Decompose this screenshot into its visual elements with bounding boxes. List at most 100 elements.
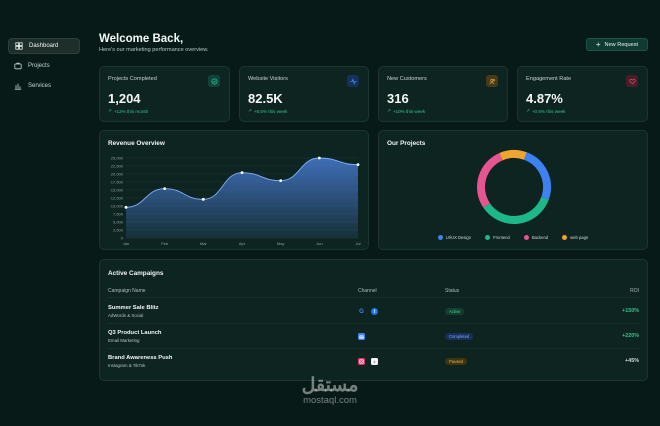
stat-value: 1,204: [108, 91, 141, 106]
column-header-channel[interactable]: Channel: [358, 288, 377, 294]
page-subtitle: Here's our marketing performance overvie…: [99, 47, 209, 53]
our-projects-panel: Our Projects UI/UX Design Frontend Backend…: [378, 130, 648, 250]
revenue-point[interactable]: [201, 197, 205, 201]
dashboard-icon: [15, 42, 23, 50]
sidebar-item-label: Projects: [28, 63, 50, 69]
revenue-area-chart: 0 2,500 5,000 7,500 10,000 12,500 15,000 17,500…: [111, 156, 361, 247]
stat-value: 4.87%: [526, 91, 563, 106]
y-tick-label: 12,500: [111, 196, 124, 201]
y-tick-label: 10,000: [111, 204, 124, 209]
campaign-channels-text: Email Marketing: [108, 338, 140, 343]
divider: [108, 348, 639, 349]
divider: [108, 323, 639, 324]
x-tick-label: Mar: [200, 241, 208, 246]
stat-title: New Customers: [387, 76, 427, 82]
new-request-label: New Request: [604, 41, 639, 48]
donut-slice-web-page[interactable]: [499, 150, 527, 161]
revenue-point[interactable]: [279, 179, 283, 183]
trend-up-icon: ↗: [387, 108, 391, 113]
sidebar-item-dashboard[interactable]: Dashboard: [8, 38, 80, 54]
legend-swatch: [437, 235, 443, 240]
stat-card-projects-completed: Projects Completed 1,204 ↗ +12% this mont…: [99, 66, 230, 122]
y-tick-label: 0: [121, 236, 124, 241]
y-tick-label: 7,500: [113, 212, 124, 217]
pulse-icon: [347, 75, 359, 87]
stat-value: 316: [387, 91, 409, 106]
trend-up-icon: ↗: [248, 108, 252, 113]
status-badge: Active: [445, 308, 465, 315]
legend-label: Backend: [531, 235, 549, 240]
trend-up-icon: ↗: [526, 108, 530, 113]
revenue-point[interactable]: [240, 171, 244, 175]
legend-item[interactable]: web page: [562, 235, 588, 240]
watermark-arabic: مستقل: [301, 375, 359, 396]
watermark-latin: mostaql.com: [303, 395, 357, 406]
legend-label: UI/UX Design: [445, 235, 472, 240]
legend-swatch: [523, 235, 529, 240]
legend-swatch: [562, 235, 568, 240]
campaign-name: Q3 Product Launch: [108, 330, 162, 336]
stat-change: ↗ +0.5% this week: [526, 108, 566, 114]
revenue-area-fill: [126, 158, 358, 238]
campaign-name: Brand Awareness Push: [108, 355, 173, 361]
y-tick-label: 17,500: [111, 180, 124, 185]
revenue-point[interactable]: [124, 205, 128, 209]
roi-value: +220%: [622, 333, 639, 339]
y-tick-label: 25,000: [111, 156, 124, 161]
sidebar: Dashboard Projects Services: [0, 0, 86, 426]
divider: [108, 297, 639, 298]
stat-card-new-customers: New Customers 316 ↗ +10% this week: [378, 66, 508, 122]
y-tick-label: 5,000: [113, 220, 124, 225]
instagram-icon: [358, 358, 365, 365]
column-header-status[interactable]: Status: [445, 288, 460, 294]
legend-item[interactable]: UI/UX Design: [437, 235, 472, 240]
projects-icon: [14, 62, 22, 70]
services-icon: [14, 83, 22, 90]
donut-slice-ui-ux-design[interactable]: [523, 152, 551, 200]
sidebar-item-services[interactable]: Services: [8, 78, 80, 94]
check-circle-icon: [208, 75, 220, 87]
stat-change: ↗ +12% this month: [108, 108, 149, 114]
projects-donut-chart: [477, 150, 551, 224]
legend-swatch: [485, 235, 491, 240]
x-tick-label: Jan: [123, 241, 129, 246]
watermark: مستقل mostaql.com: [288, 376, 372, 406]
revenue-point[interactable]: [163, 187, 167, 191]
projects-legend: UI/UX Design Frontend Backend web page: [379, 235, 647, 240]
sidebar-item-label: Services: [28, 83, 52, 89]
column-header-roi[interactable]: ROI: [630, 288, 639, 294]
new-request-button[interactable]: + New Request: [586, 38, 648, 51]
legend-item[interactable]: Backend: [523, 235, 549, 240]
status-badge: Completed: [445, 333, 474, 340]
stat-value: 82.5K: [248, 91, 283, 106]
revenue-point[interactable]: [356, 163, 360, 167]
stat-card-website-visitors: Website Visitors 82.5K ↗ +8.5% this week: [239, 66, 369, 122]
stat-title: Website Visitors: [248, 76, 288, 82]
revenue-point[interactable]: [317, 156, 321, 160]
legend-item[interactable]: Frontend: [485, 235, 510, 240]
plus-icon: +: [595, 39, 601, 49]
sidebar-item-label: Dashboard: [29, 43, 59, 49]
heart-icon: [626, 75, 638, 87]
channel-icons: G f: [358, 308, 378, 315]
google-icon: G: [358, 308, 365, 315]
y-tick-label: 15,000: [111, 188, 124, 193]
column-header-name[interactable]: Campaign Name: [108, 288, 146, 294]
donut-slice-frontend[interactable]: [483, 196, 549, 224]
status-badge: Paused: [445, 358, 468, 365]
x-tick-label: Jun: [316, 241, 322, 246]
donut-slice-backend[interactable]: [477, 152, 503, 208]
email-icon: [358, 333, 365, 340]
sidebar-item-projects[interactable]: Projects: [8, 58, 80, 74]
revenue-overview-panel: Revenue Overview 0 2,500 5,000 7,500 10,000 1…: [99, 130, 369, 250]
stat-card-engagement-rate: Engagement Rate 4.87% ↗ +0.5% this week: [517, 66, 648, 122]
x-tick-label: Jul: [355, 241, 360, 246]
campaigns-title: Active Campaigns: [108, 270, 164, 277]
x-tick-label: Feb: [161, 241, 169, 246]
y-tick-label: 20,000: [111, 172, 124, 177]
active-campaigns-panel: Active Campaigns Campaign Name Channel S…: [99, 259, 648, 381]
campaign-channels-text: AdWords & Social: [108, 313, 144, 318]
campaign-name: Summer Sale Blitz: [108, 305, 159, 311]
stat-title: Engagement Rate: [526, 76, 572, 82]
channel-icons: ♪: [358, 358, 378, 365]
